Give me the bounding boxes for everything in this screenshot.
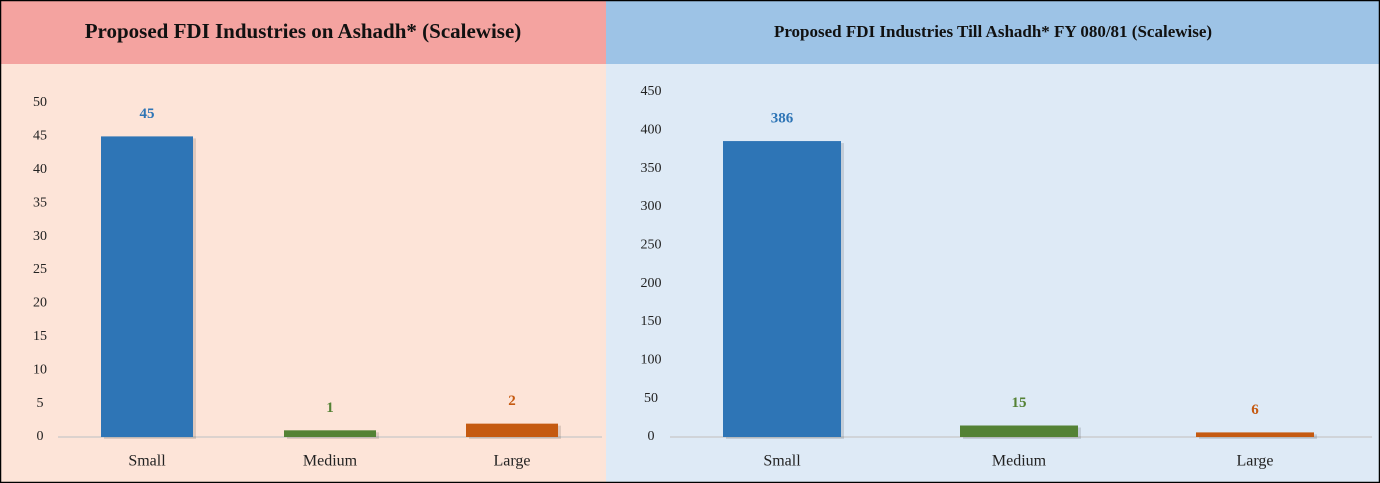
y-tick-label: 35 — [33, 195, 47, 210]
y-tick-label: 15 — [33, 329, 47, 344]
y-tick-label: 250 — [641, 238, 662, 253]
bar — [960, 425, 1078, 437]
y-tick-label: 10 — [33, 362, 47, 377]
left-panel — [0, 64, 606, 483]
y-tick-label: 0 — [37, 429, 44, 444]
y-tick-label: 450 — [641, 84, 662, 99]
y-tick-label: 50 — [644, 391, 658, 406]
y-tick-label: 200 — [641, 276, 662, 291]
y-tick-label: 150 — [641, 314, 662, 329]
value-label: 6 — [1251, 402, 1259, 418]
y-tick-label: 50 — [33, 95, 47, 110]
value-label: 2 — [508, 393, 516, 409]
bar — [723, 141, 841, 438]
value-label: 15 — [1012, 395, 1027, 411]
y-tick-label: 0 — [648, 429, 655, 444]
x-tick-label: Large — [493, 453, 530, 470]
x-tick-label: Medium — [303, 453, 358, 470]
y-tick-label: 45 — [33, 129, 47, 144]
left-header — [0, 0, 606, 64]
right-header — [606, 0, 1380, 64]
y-tick-label: 350 — [641, 161, 662, 176]
y-tick-label: 30 — [33, 229, 47, 244]
bar — [466, 423, 558, 437]
value-label: 386 — [771, 111, 794, 127]
y-tick-label: 100 — [641, 353, 662, 368]
y-tick-label: 20 — [33, 296, 47, 311]
x-tick-label: Small — [763, 453, 801, 470]
y-tick-label: 40 — [33, 162, 47, 177]
bar — [284, 430, 376, 437]
value-label: 45 — [140, 106, 155, 122]
bar — [101, 136, 193, 437]
y-tick-label: 25 — [33, 262, 47, 277]
x-tick-label: Small — [128, 453, 166, 470]
chart-title: Proposed FDI Industries on Ashadh* (Scal… — [85, 19, 522, 43]
right-panel — [606, 64, 1380, 483]
x-tick-label: Large — [1236, 453, 1273, 470]
y-tick-label: 5 — [37, 396, 44, 411]
bar — [1196, 432, 1314, 437]
x-tick-label: Medium — [992, 453, 1047, 470]
y-tick-label: 300 — [641, 199, 662, 214]
y-tick-label: 400 — [641, 123, 662, 138]
chart-title: Proposed FDI Industries Till Ashadh* FY … — [774, 22, 1212, 41]
value-label: 1 — [326, 400, 334, 416]
